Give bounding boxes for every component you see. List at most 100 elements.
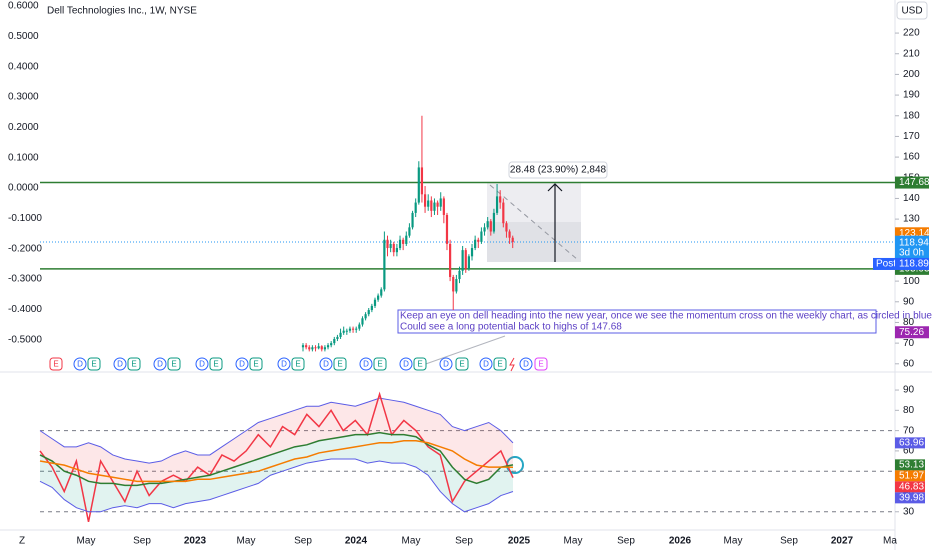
candle-body — [339, 332, 342, 337]
candle-body — [420, 167, 424, 195]
event-icon — [277, 357, 291, 371]
y-tick-label: 170 — [903, 131, 920, 142]
measure-diagonal — [489, 184, 579, 261]
candle-body — [370, 305, 373, 311]
candle-body — [336, 336, 339, 339]
price-tag-label: 123.14 — [899, 228, 930, 239]
post-badge — [873, 257, 895, 270]
x-tick-label: 2026 — [669, 536, 692, 547]
candle-body — [474, 239, 477, 249]
candle-body — [430, 200, 433, 211]
measure-arrowhead — [547, 183, 563, 192]
y-tick-label: 90 — [903, 385, 915, 396]
x-tick-label: 2024 — [345, 536, 368, 547]
y-tick-label: 80 — [903, 317, 915, 328]
candle-body — [423, 194, 427, 207]
event-label: E — [337, 360, 342, 369]
candle-body — [442, 198, 445, 215]
candle-body — [470, 248, 474, 257]
left-tick-label: 0.1000 — [8, 152, 39, 163]
x-tick-label: 2027 — [831, 536, 854, 547]
event-icon — [249, 357, 263, 371]
event-label: D — [363, 360, 369, 369]
indicator-line — [39, 458, 514, 513]
x-tick-label: 2023 — [184, 536, 207, 547]
left-tick-label: 0.5000 — [8, 31, 39, 42]
event-icon — [519, 357, 533, 371]
candle-body — [499, 196, 502, 203]
event-icon — [493, 357, 507, 371]
candle-body — [355, 328, 358, 330]
x-tick-label: May — [724, 536, 743, 547]
candle-body — [511, 237, 514, 242]
candle-body — [333, 338, 336, 344]
left-tick-label: 0.0000 — [8, 183, 39, 194]
value-tag — [895, 459, 925, 471]
value-tag — [895, 481, 925, 493]
left-tick-label: -0.3000 — [8, 274, 42, 285]
candle-body — [461, 250, 464, 271]
candle-body — [358, 324, 361, 329]
candle-body — [458, 270, 461, 280]
annotation-pointer — [419, 335, 506, 367]
post-tag — [895, 257, 929, 270]
measure-label: 28.48 (23.90%) 2,848 — [510, 165, 607, 176]
candle-body — [361, 318, 364, 325]
event-icon — [291, 357, 305, 371]
event-label: E — [91, 360, 96, 369]
y-tick-label: 210 — [903, 48, 920, 59]
candle-body — [389, 243, 392, 249]
indicator-line — [39, 397, 514, 464]
value-tag — [895, 437, 925, 449]
candle-body — [367, 310, 370, 315]
annotation-line: Could see a long potential back to highs… — [400, 322, 622, 333]
x-tick-label: 2025 — [508, 536, 531, 547]
split-icon — [509, 357, 515, 372]
candle-body — [317, 346, 320, 349]
candle-body — [467, 256, 470, 269]
event-label: E — [213, 360, 218, 369]
y-tick-label: 130 — [903, 214, 920, 225]
candle-body — [449, 243, 452, 277]
x-tick-label: May — [237, 536, 256, 547]
candle-body — [489, 221, 492, 232]
candle-body — [308, 347, 311, 350]
candle-body — [402, 239, 405, 244]
event-icon — [455, 357, 469, 371]
y-tick-label: 80 — [903, 405, 915, 416]
candle-body — [505, 223, 508, 232]
event-icon — [235, 357, 249, 371]
event-icon — [534, 357, 548, 371]
candle-body — [495, 196, 499, 213]
indicator-line — [39, 431, 514, 487]
currency-button[interactable] — [896, 1, 928, 20]
candle-body — [452, 276, 455, 292]
candle-body — [455, 279, 458, 292]
event-icon — [153, 357, 167, 371]
candle-body — [392, 243, 395, 253]
y-tick-label: 220 — [903, 28, 920, 39]
x-tick-label: May — [564, 536, 583, 547]
event-label: E — [417, 360, 422, 369]
x-tick-label: Sep — [617, 536, 635, 547]
left-tick-label: 0.3000 — [8, 92, 39, 103]
candle-body — [439, 198, 442, 207]
candle-body — [314, 347, 317, 349]
y-tick-label: 140 — [903, 193, 920, 204]
last-price-label: 118.94 — [899, 238, 929, 249]
post-badge-label: Post — [876, 259, 896, 270]
x-tick-label: Sep — [780, 536, 798, 547]
event-label: E — [497, 360, 502, 369]
y-tick-label: 70 — [903, 338, 915, 349]
candle-body — [383, 239, 386, 290]
value-tag — [895, 470, 925, 482]
y-tick-label: 180 — [903, 110, 920, 121]
value-tag-label: 53.13 — [899, 459, 924, 470]
event-icon — [373, 357, 387, 371]
left-tick-label: 0.2000 — [8, 122, 39, 133]
last-price-tag — [895, 236, 929, 259]
candle-body — [323, 347, 327, 350]
currency[interactable]: USD — [901, 6, 922, 17]
y-tick-label: 200 — [903, 69, 920, 80]
